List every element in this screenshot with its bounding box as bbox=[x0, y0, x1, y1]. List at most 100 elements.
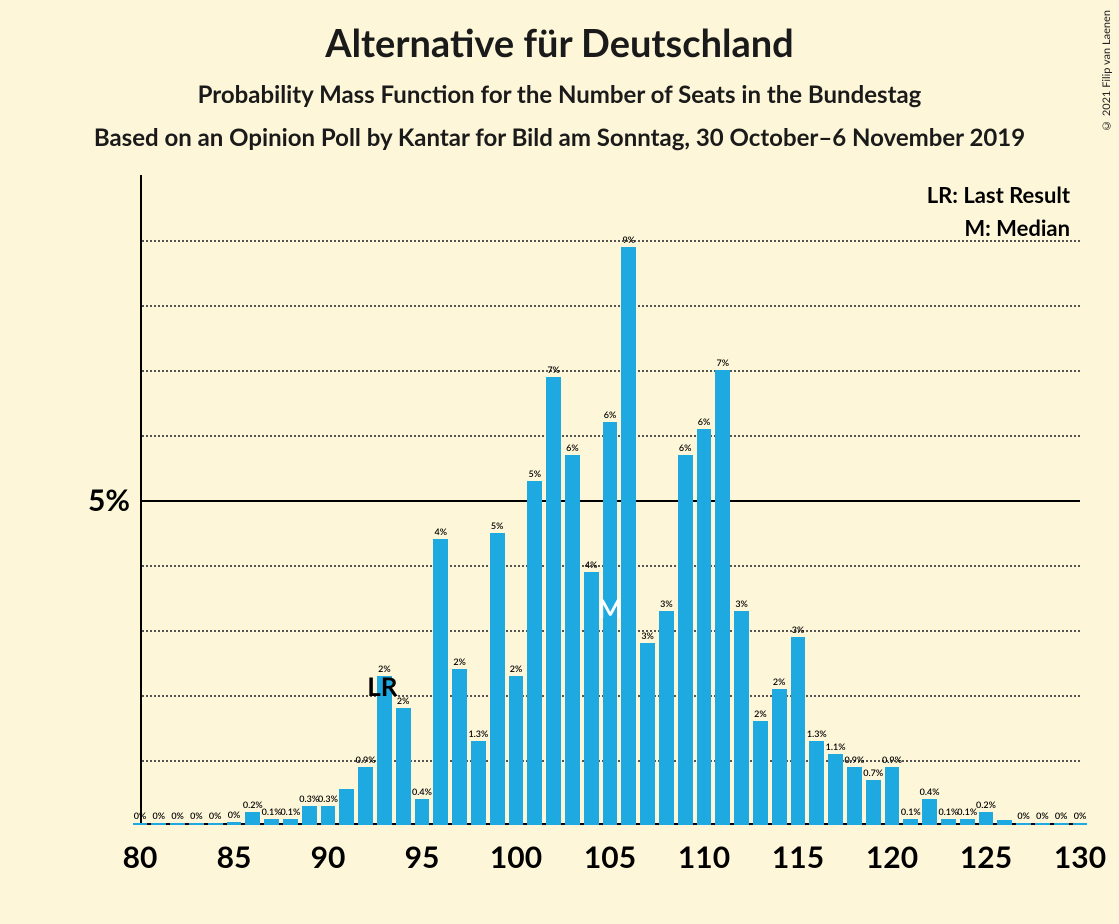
bar: 6% bbox=[697, 429, 712, 826]
bar-value-label: 0.9% bbox=[882, 754, 902, 765]
bar: 0% bbox=[1054, 823, 1069, 825]
bar: 5% bbox=[490, 533, 505, 826]
bar-value-label: 0.2% bbox=[243, 799, 263, 810]
bar: 1.3% bbox=[471, 741, 486, 826]
bar-value-label: 0% bbox=[1036, 810, 1049, 821]
bar: 4% bbox=[584, 572, 599, 826]
bar: 1.1% bbox=[828, 754, 843, 826]
bar-value-label: 0% bbox=[1074, 810, 1087, 821]
bar: 7% bbox=[715, 370, 730, 825]
bar-value-label: 5% bbox=[529, 468, 542, 479]
x-axis-label: 85 bbox=[217, 839, 252, 875]
bar-value-label: 9% bbox=[623, 234, 636, 245]
bar: 2% bbox=[452, 669, 467, 825]
bar: 0% bbox=[170, 823, 185, 825]
bar-value-label: 2% bbox=[510, 663, 523, 674]
x-axis-label: 90 bbox=[311, 839, 346, 875]
bar: 2% bbox=[772, 689, 787, 826]
bar: 0% bbox=[1035, 823, 1050, 825]
bar: 2% bbox=[509, 676, 524, 826]
bar: 0% bbox=[133, 823, 148, 825]
bar: 3% bbox=[640, 643, 655, 825]
x-axis-label: 105 bbox=[584, 839, 636, 875]
bar: 5% bbox=[527, 481, 542, 826]
bar-value-label: 0% bbox=[153, 810, 166, 821]
bar-value-label: 0.4% bbox=[920, 786, 940, 797]
bar-value-label: 4% bbox=[435, 526, 448, 537]
bar: 3% bbox=[734, 611, 749, 826]
bar-value-label: 0.3% bbox=[299, 793, 319, 804]
x-axis-label: 95 bbox=[405, 839, 440, 875]
bar: 7% bbox=[546, 377, 561, 826]
bar: 0% bbox=[1016, 823, 1031, 825]
bar-value-label: 3% bbox=[735, 598, 748, 609]
bar-value-label: 6% bbox=[679, 442, 692, 453]
bar: 0.1% bbox=[903, 819, 918, 826]
bar-value-label: 0% bbox=[1055, 810, 1068, 821]
bar: 6% bbox=[603, 422, 618, 825]
bar: 0.1% bbox=[264, 819, 279, 826]
bar-value-label: 0.1% bbox=[957, 806, 977, 817]
legend-lr: LR: Last Result bbox=[927, 181, 1070, 208]
bar-value-label: 7% bbox=[717, 357, 730, 368]
bar: 2% bbox=[396, 708, 411, 825]
bar-value-label: 4% bbox=[585, 559, 598, 570]
chart-title: Alternative für Deutschland bbox=[0, 20, 1119, 66]
x-axis-label: 100 bbox=[490, 839, 542, 875]
x-axis-label: 125 bbox=[960, 839, 1012, 875]
bar: 0% bbox=[208, 823, 223, 825]
bar-value-label: 0% bbox=[209, 810, 222, 821]
x-axis-label: 115 bbox=[772, 839, 824, 875]
annotation-m: M bbox=[598, 592, 623, 624]
bar: 0.3% bbox=[321, 806, 336, 826]
bar-value-label: 0.7% bbox=[863, 767, 883, 778]
bar-value-label: 0.4% bbox=[412, 786, 432, 797]
bar: 6% bbox=[678, 455, 693, 826]
annotation-lr: LR bbox=[367, 670, 397, 702]
bar-value-label: 6% bbox=[604, 409, 617, 420]
bar: 6% bbox=[565, 455, 580, 826]
bar-value-label: 0.2% bbox=[976, 799, 996, 810]
bar: 0.2% bbox=[979, 812, 994, 825]
bar-value-label: 2% bbox=[397, 695, 410, 706]
x-axis-label: 120 bbox=[866, 839, 918, 875]
x-axis-label: 130 bbox=[1054, 839, 1106, 875]
bar-value-label: 0.3% bbox=[318, 793, 338, 804]
bar-value-label: 3% bbox=[660, 598, 673, 609]
chart: LR: Last Result M: Median 0%0%0%0%0%0%0.… bbox=[60, 175, 1080, 875]
titles: Alternative für Deutschland Probability … bbox=[0, 0, 1119, 152]
x-axis-label: 80 bbox=[123, 839, 158, 875]
bar-value-label: 0% bbox=[1017, 810, 1030, 821]
bar: 0.1% bbox=[960, 819, 975, 826]
plot-area: LR: Last Result M: Median 0% 0% 0% 0% 0% 0% 0.… bbox=[140, 175, 1080, 825]
copyright-text: © 2021 Filip van Laenen bbox=[1100, 10, 1113, 132]
bar: 4% bbox=[433, 539, 448, 825]
bar-value-label: 0.1% bbox=[901, 806, 921, 817]
bar bbox=[339, 789, 354, 825]
bar-value-label: 0.1% bbox=[262, 806, 282, 817]
bar: 9% bbox=[621, 247, 636, 826]
bar-value-label: 7% bbox=[547, 364, 560, 375]
bar: 0% bbox=[1073, 823, 1088, 825]
bar: 0.1% bbox=[941, 819, 956, 826]
bar-value-label: 3% bbox=[641, 630, 654, 641]
bar: 0.1% bbox=[283, 819, 298, 826]
bar-value-label: 1.3% bbox=[468, 728, 488, 739]
bar-value-label: 6% bbox=[698, 416, 711, 427]
bar: 0.3% bbox=[302, 806, 317, 826]
bar: 2% bbox=[753, 721, 768, 825]
bar-value-label: 1.1% bbox=[826, 741, 846, 752]
legend-m: M: Median bbox=[927, 214, 1070, 241]
bar: 1.3% bbox=[809, 741, 824, 826]
bar-value-label: 3% bbox=[792, 624, 805, 635]
bar: 0.2% bbox=[245, 812, 260, 825]
legend: LR: Last Result M: Median bbox=[927, 181, 1070, 247]
bar: 0.9% bbox=[847, 767, 862, 826]
bar: 3% bbox=[791, 637, 806, 826]
bar-value-label: 0% bbox=[134, 810, 147, 821]
bar: 0.7% bbox=[866, 780, 881, 826]
bar-value-label: 6% bbox=[566, 442, 579, 453]
bar: 0% bbox=[151, 823, 166, 825]
bar: 0.9% bbox=[358, 767, 373, 826]
chart-subtitle-2: Based on an Opinion Poll by Kantar for B… bbox=[0, 123, 1119, 152]
